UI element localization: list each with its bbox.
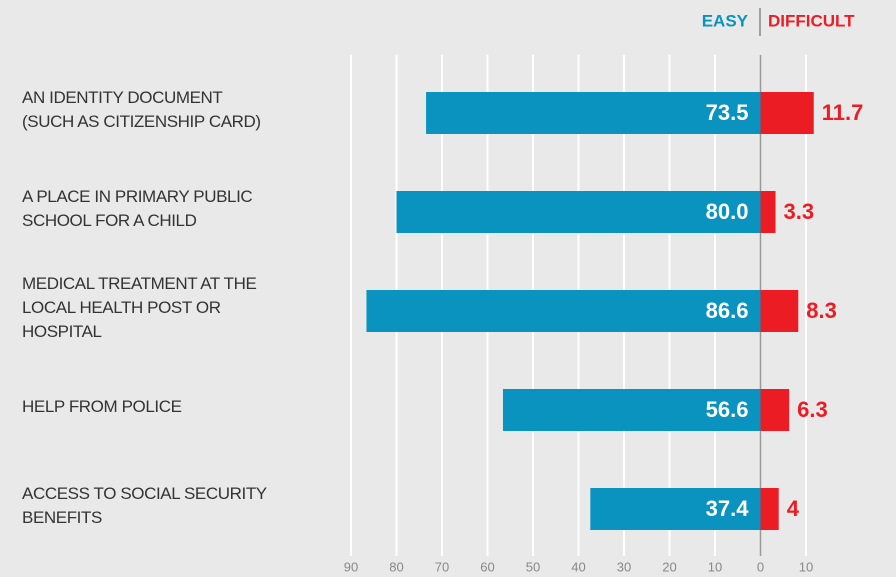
value-label-easy: 80.0 <box>706 199 749 224</box>
category-label: AN IDENTITY DOCUMENT (SUCH AS CITIZENSHI… <box>22 88 261 131</box>
bar-easy <box>396 191 761 233</box>
x-tick-label: 10 <box>799 559 813 574</box>
bar-easy <box>366 290 761 332</box>
x-tick-label: 0 <box>757 559 764 574</box>
bar-easy <box>590 488 761 530</box>
value-label-easy: 73.5 <box>706 100 749 125</box>
x-tick-label: 60 <box>480 559 494 574</box>
x-tick-label: 40 <box>571 559 585 574</box>
bar-easy <box>502 389 761 431</box>
bar-difficult <box>760 389 790 431</box>
category-label: ACCESS TO SOCIAL SECURITY BENEFITS <box>22 484 267 527</box>
bar-easy <box>426 92 761 134</box>
value-label-difficult: 6.3 <box>797 397 828 422</box>
bar-difficult <box>760 92 814 134</box>
x-tick-label: 90 <box>344 559 358 574</box>
bar-difficult <box>760 290 799 332</box>
value-label-difficult: 11.7 <box>822 100 864 125</box>
bar-difficult <box>760 191 776 233</box>
x-tick-label: 10 <box>708 559 722 574</box>
x-tick-label: 20 <box>662 559 676 574</box>
x-tick-label: 80 <box>389 559 403 574</box>
x-tick-label: 50 <box>526 559 540 574</box>
x-tick-label: 30 <box>617 559 631 574</box>
x-tick-label: 70 <box>435 559 449 574</box>
bar-difficult <box>760 488 779 530</box>
category-label: MEDICAL TREATMENT AT THE LOCAL HEALTH PO… <box>22 274 257 341</box>
value-label-easy: 56.6 <box>706 397 749 422</box>
value-label-difficult: 8.3 <box>806 298 837 323</box>
value-label-easy: 86.6 <box>706 298 749 323</box>
category-label: HELP FROM POLICE <box>22 397 182 416</box>
category-label: A PLACE IN PRIMARY PUBLIC SCHOOL FOR A C… <box>22 187 253 230</box>
value-label-difficult: 4 <box>787 496 800 521</box>
legend-easy: EASY <box>702 11 749 30</box>
legend-difficult: DIFFICULT <box>768 11 855 30</box>
value-label-difficult: 3.3 <box>784 199 815 224</box>
value-label-easy: 37.4 <box>706 496 750 521</box>
